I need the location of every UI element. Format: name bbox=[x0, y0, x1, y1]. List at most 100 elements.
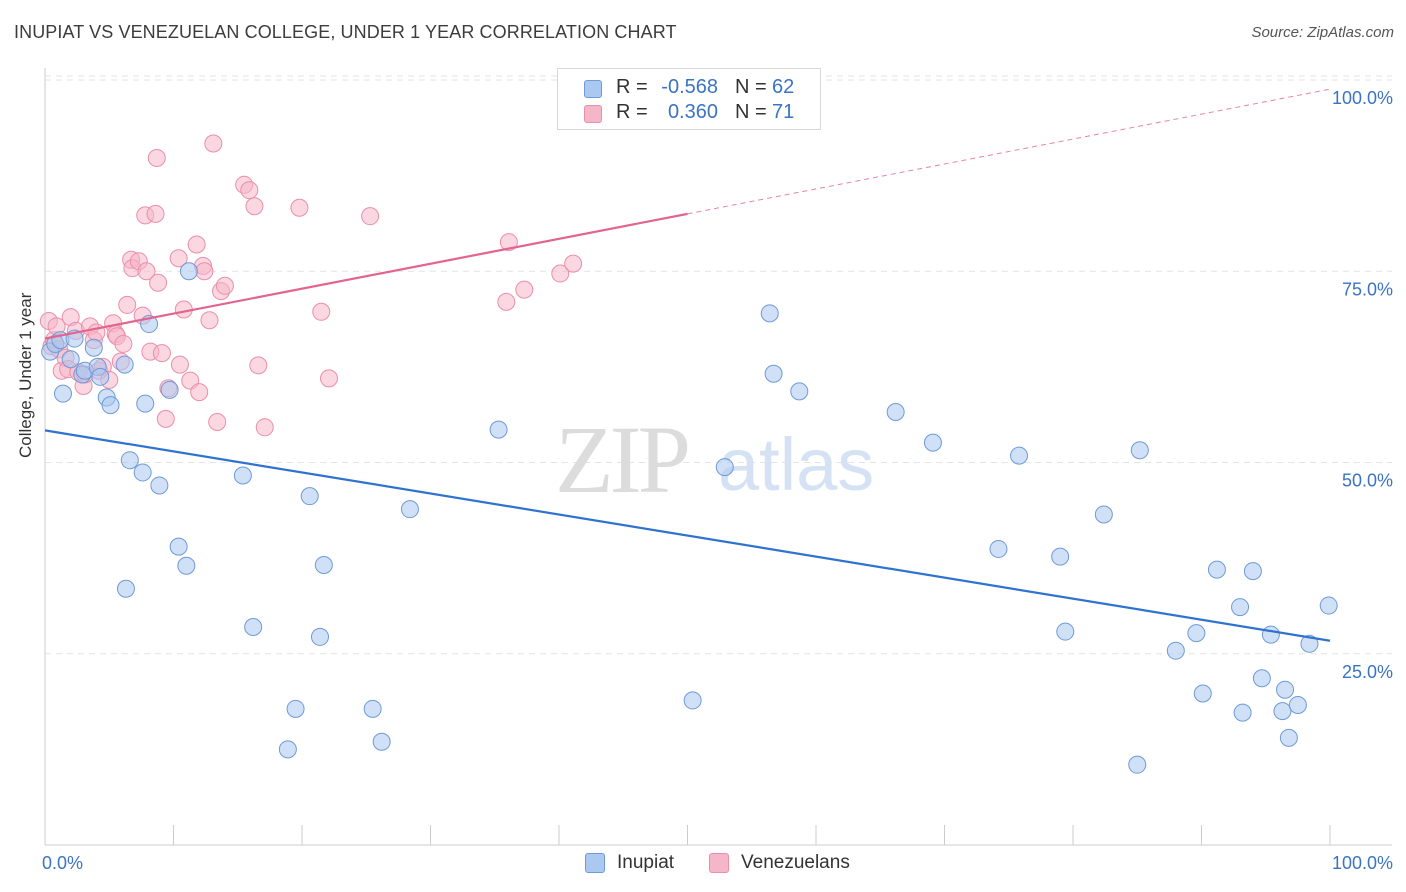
venezuelans-swatch bbox=[709, 853, 729, 873]
source-credit: Source: ZipAtlas.com bbox=[1251, 24, 1394, 41]
venezuelans-point bbox=[156, 409, 175, 428]
x-tick-label: 100.0% bbox=[1332, 853, 1393, 873]
venezuelans-point bbox=[319, 369, 338, 388]
inupiat-point bbox=[84, 338, 103, 357]
n-label: N = bbox=[735, 76, 767, 98]
y-axis-label: College, Under 1 year bbox=[16, 292, 35, 458]
venezuelans-point bbox=[147, 149, 166, 168]
legend-row-inupiat: R = -0.568 N = 62 bbox=[558, 76, 820, 102]
venezuelans-point bbox=[564, 254, 583, 273]
r-label: R = bbox=[616, 76, 648, 98]
venezuelans-trend-line bbox=[44, 212, 688, 340]
inupiat-point bbox=[1193, 684, 1212, 703]
tick-labels: 25.0% 50.0% 75.0% 100.0% 0.0% 100.0% bbox=[42, 88, 1393, 873]
venezuelans-point bbox=[169, 249, 188, 268]
inupiat-point bbox=[169, 537, 188, 556]
inupiat-point bbox=[1056, 622, 1075, 641]
inupiat-point bbox=[1288, 696, 1307, 715]
inupiat-point bbox=[1166, 641, 1185, 660]
inupiat-point bbox=[314, 556, 333, 575]
inupiat-swatch bbox=[585, 853, 605, 873]
inupiat-swatch bbox=[584, 80, 602, 98]
venezuelans-point bbox=[245, 197, 264, 216]
r-value: 0.360 bbox=[667, 101, 718, 123]
inupiat-point bbox=[923, 433, 942, 452]
y-tick-label: 100.0% bbox=[1332, 88, 1393, 108]
venezuelans-point bbox=[200, 311, 219, 330]
inupiat-point bbox=[1128, 755, 1147, 774]
venezuelans-point bbox=[361, 207, 380, 226]
inupiat-point bbox=[160, 380, 179, 399]
axes bbox=[44, 68, 1392, 846]
inupiat-point bbox=[790, 382, 809, 401]
inupiat-point bbox=[150, 476, 169, 495]
n-label: N = bbox=[735, 101, 767, 123]
n-value: 71 bbox=[772, 101, 795, 123]
inupiat-point bbox=[989, 539, 1008, 558]
venezuelans-point bbox=[497, 292, 516, 311]
venezuelans-point bbox=[152, 344, 171, 363]
inupiat-point bbox=[764, 364, 783, 383]
inupiat-point bbox=[1187, 624, 1206, 643]
venezuelans-point bbox=[551, 264, 570, 283]
venezuelans-point bbox=[215, 276, 234, 295]
inupiat-point bbox=[244, 617, 263, 636]
correlation-legend: R = -0.568 N = 62 R = 0.360 N = 71 bbox=[557, 68, 821, 130]
inupiat-points bbox=[41, 262, 1338, 774]
inupiat-point bbox=[179, 262, 198, 281]
venezuelans-point bbox=[515, 280, 534, 299]
inupiat-point bbox=[1300, 634, 1319, 653]
inupiat-trend-line bbox=[44, 429, 1331, 642]
venezuelans-points bbox=[39, 134, 583, 437]
inupiat-point bbox=[1276, 680, 1295, 699]
inupiat-point bbox=[1273, 702, 1292, 721]
venezuelans-point bbox=[499, 233, 518, 252]
inupiat-point bbox=[1252, 669, 1271, 688]
legend-label: Venezuelans bbox=[741, 852, 850, 873]
inupiat-point bbox=[1233, 703, 1252, 722]
y-tick-label: 50.0% bbox=[1342, 471, 1393, 491]
venezuelans-point bbox=[208, 412, 227, 431]
inupiat-point bbox=[1243, 562, 1262, 581]
inupiat-point bbox=[1279, 728, 1298, 747]
watermark-zip: ZIP bbox=[555, 406, 688, 513]
inupiat-point bbox=[1130, 441, 1149, 460]
n-value: 62 bbox=[772, 76, 795, 98]
inupiat-point bbox=[1261, 625, 1280, 644]
inupiat-point bbox=[886, 403, 905, 422]
inupiat-point bbox=[300, 487, 319, 506]
venezuelans-point bbox=[118, 295, 137, 314]
venezuelans-point bbox=[195, 262, 214, 281]
inupiat-point bbox=[53, 384, 72, 403]
venezuelans-point bbox=[290, 198, 309, 217]
inupiat-point bbox=[683, 691, 702, 710]
inupiat-point bbox=[116, 579, 135, 598]
inupiat-point bbox=[101, 396, 120, 415]
venezuelans-swatch bbox=[584, 105, 602, 123]
trend-lines bbox=[44, 88, 1331, 642]
venezuelans-point bbox=[146, 204, 165, 223]
venezuelans-trend-extension bbox=[687, 88, 1331, 215]
venezuelans-point bbox=[149, 273, 168, 292]
venezuelans-point bbox=[249, 356, 268, 375]
legend-row-venezuelans: R = 0.360 N = 71 bbox=[558, 101, 820, 127]
inupiat-point bbox=[91, 367, 110, 386]
venezuelans-point bbox=[137, 262, 156, 281]
inupiat-point bbox=[1051, 547, 1070, 566]
inupiat-point bbox=[1319, 596, 1338, 615]
x-tick-label: 0.0% bbox=[42, 853, 83, 873]
inupiat-point bbox=[1231, 598, 1250, 617]
y-tick-label: 75.0% bbox=[1342, 279, 1393, 299]
venezuelans-point bbox=[187, 235, 206, 254]
inupiat-point bbox=[1207, 560, 1226, 579]
inupiat-point bbox=[136, 394, 155, 413]
y-tick-label: 25.0% bbox=[1342, 662, 1393, 682]
inupiat-point bbox=[286, 699, 305, 718]
inupiat-point bbox=[1010, 446, 1029, 465]
chart-title: INUPIAT VS VENEZUELAN COLLEGE, UNDER 1 Y… bbox=[14, 22, 677, 42]
inupiat-point bbox=[760, 304, 779, 323]
inupiat-point bbox=[115, 355, 134, 374]
venezuelans-point bbox=[190, 383, 209, 402]
inupiat-point bbox=[278, 740, 297, 759]
